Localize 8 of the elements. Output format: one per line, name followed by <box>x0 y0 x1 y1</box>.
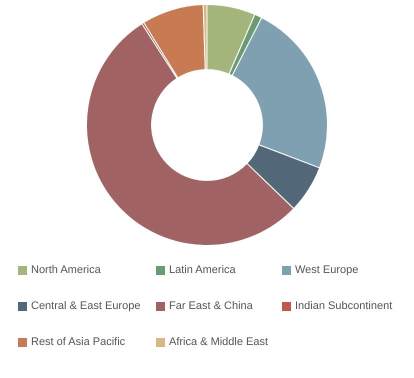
legend-label: North America <box>31 264 101 276</box>
legend-label: Indian Subcontinent <box>295 300 392 312</box>
legend-label: Latin America <box>169 264 236 276</box>
legend-label: Central & East Europe <box>31 300 140 312</box>
legend-label: Africa & Middle East <box>169 336 268 348</box>
legend-label: Far East & China <box>169 300 253 312</box>
legend-label: Rest of Asia Pacific <box>31 336 126 348</box>
legend-label: West Europe <box>295 264 358 276</box>
